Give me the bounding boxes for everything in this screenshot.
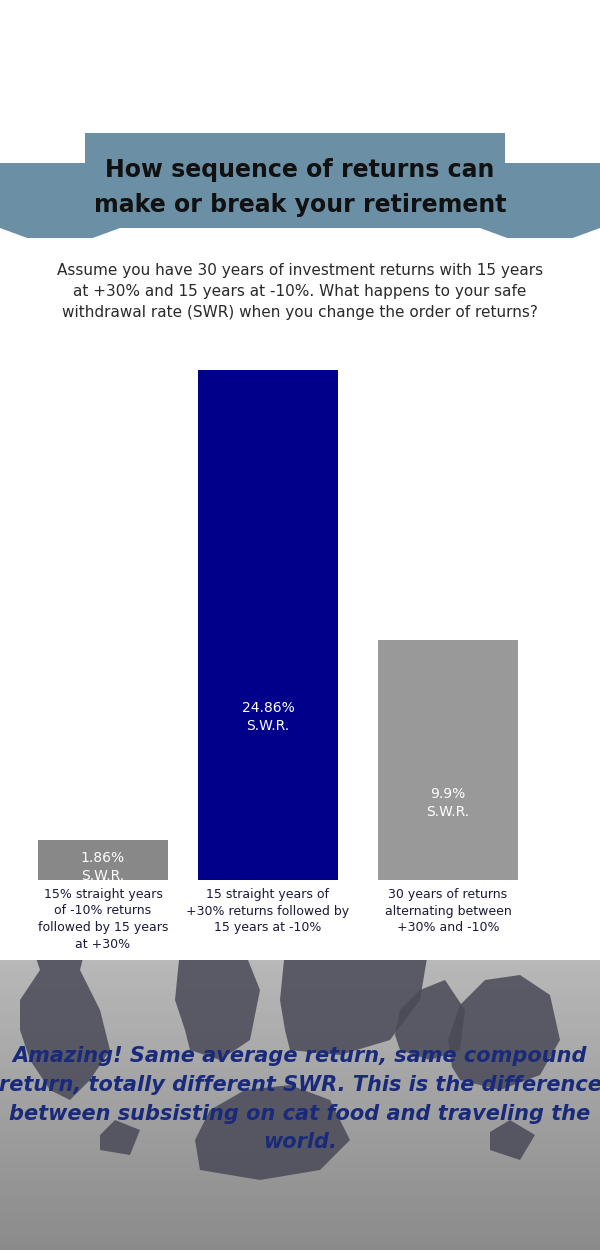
Polygon shape bbox=[448, 975, 560, 1090]
Bar bbox=[0, 1182, 600, 1188]
Text: 30 years of returns
alternating between
+30% and -10%: 30 years of returns alternating between … bbox=[385, 888, 511, 934]
Bar bbox=[0, 1172, 600, 1178]
Bar bbox=[0, 1245, 600, 1250]
Polygon shape bbox=[25, 820, 160, 890]
Text: Amazing! Same average return, same compound
return, totally different SWR. This : Amazing! Same average return, same compo… bbox=[0, 1046, 600, 1152]
Text: What Will Your Retirement Look Like?: What Will Your Retirement Look Like? bbox=[0, 34, 600, 66]
Bar bbox=[0, 1235, 600, 1240]
Bar bbox=[0, 1139, 600, 1144]
Bar bbox=[0, 1022, 600, 1028]
Bar bbox=[0, 1206, 600, 1211]
Bar bbox=[0, 970, 600, 975]
Bar bbox=[378, 640, 518, 880]
Text: 1.86%
S.W.R.: 1.86% S.W.R. bbox=[81, 851, 125, 884]
Bar bbox=[0, 162, 600, 228]
Bar bbox=[0, 1120, 600, 1124]
Bar bbox=[0, 1071, 600, 1076]
Bar bbox=[0, 984, 600, 989]
Bar bbox=[0, 1124, 600, 1129]
Bar bbox=[0, 1051, 600, 1056]
Text: Assume you have 30 years of investment returns with 15 years
at +30% and 15 year: Assume you have 30 years of investment r… bbox=[57, 262, 543, 320]
Bar bbox=[0, 1196, 600, 1201]
Bar bbox=[0, 1017, 600, 1022]
Bar bbox=[0, 1159, 600, 1162]
Bar bbox=[0, 1028, 600, 1032]
Polygon shape bbox=[480, 228, 600, 250]
Text: 9.9%
S.W.R.: 9.9% S.W.R. bbox=[427, 788, 470, 820]
Bar bbox=[0, 1056, 600, 1061]
Bar bbox=[0, 979, 600, 984]
Polygon shape bbox=[395, 980, 465, 1060]
Bar bbox=[0, 1154, 600, 1159]
Bar bbox=[0, 1105, 600, 1110]
Bar bbox=[0, 1009, 600, 1014]
Bar bbox=[0, 1086, 600, 1090]
Bar bbox=[0, 1162, 600, 1168]
Polygon shape bbox=[535, 810, 590, 865]
Polygon shape bbox=[490, 1120, 535, 1160]
Bar bbox=[0, 999, 600, 1004]
Bar bbox=[38, 840, 168, 880]
Bar bbox=[0, 1100, 600, 1105]
Bar bbox=[0, 1221, 600, 1226]
Bar bbox=[0, 1178, 600, 1182]
Bar bbox=[0, 1226, 600, 1231]
Bar bbox=[0, 1240, 600, 1245]
Bar bbox=[0, 1115, 600, 1120]
Bar bbox=[0, 1042, 600, 1048]
Bar bbox=[0, 1095, 600, 1100]
Bar bbox=[0, 1076, 600, 1081]
Bar bbox=[85, 132, 505, 168]
Bar bbox=[0, 960, 600, 965]
Polygon shape bbox=[185, 800, 280, 840]
Bar bbox=[0, 994, 600, 999]
Polygon shape bbox=[0, 228, 120, 250]
Bar bbox=[0, 1216, 600, 1221]
Polygon shape bbox=[195, 1085, 350, 1180]
Polygon shape bbox=[20, 870, 110, 1100]
Polygon shape bbox=[270, 810, 430, 1055]
Bar bbox=[0, 1134, 600, 1139]
Bar bbox=[0, 1032, 600, 1038]
Bar bbox=[198, 370, 338, 880]
Text: How sequence of returns can
make or break your retirement: How sequence of returns can make or brea… bbox=[94, 158, 506, 218]
Bar bbox=[0, 1081, 600, 1086]
Text: 15 straight years of
+30% returns followed by
15 years at -10%: 15 straight years of +30% returns follow… bbox=[187, 888, 350, 934]
Bar bbox=[0, 1231, 600, 1235]
Text: 15% straight years
of -10% returns
followed by 15 years
at +30%: 15% straight years of -10% returns follo… bbox=[38, 888, 168, 950]
Bar bbox=[0, 1090, 600, 1095]
Polygon shape bbox=[100, 1120, 140, 1155]
Bar bbox=[0, 975, 600, 979]
Bar bbox=[0, 989, 600, 994]
Bar bbox=[0, 1188, 600, 1192]
Bar bbox=[0, 1144, 600, 1149]
Bar bbox=[0, 1168, 600, 1172]
Bar bbox=[0, 965, 600, 970]
Bar bbox=[0, 1066, 600, 1071]
Bar bbox=[0, 1014, 600, 1018]
Bar bbox=[0, 1061, 600, 1066]
Bar bbox=[0, 1149, 600, 1154]
Bar bbox=[0, 1129, 600, 1134]
Text: 24.86%
S.W.R.: 24.86% S.W.R. bbox=[242, 700, 295, 732]
Bar bbox=[0, 1004, 600, 1009]
Bar bbox=[0, 1211, 600, 1216]
Polygon shape bbox=[170, 820, 260, 1060]
Bar bbox=[0, 1038, 600, 1042]
Bar bbox=[0, 1201, 600, 1206]
Bar bbox=[0, 1192, 600, 1196]
Bar bbox=[0, 1110, 600, 1115]
Bar bbox=[0, 1048, 600, 1051]
